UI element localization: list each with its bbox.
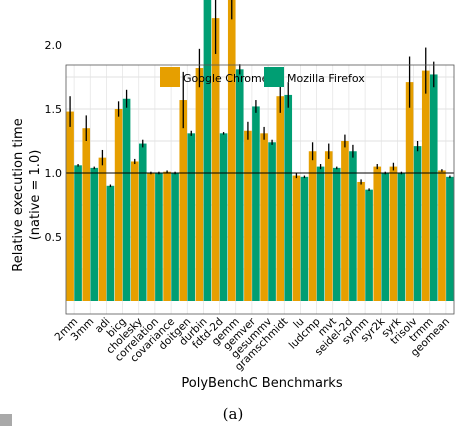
- bar-chrome-gesummv: [260, 133, 268, 301]
- bar-chrome-adi: [98, 157, 107, 301]
- bar-firefox-cholesky: [138, 143, 147, 301]
- bar-chrome-trisolv: [405, 82, 414, 302]
- bar-chrome-doitgen: [179, 100, 188, 301]
- bar-firefox-gramschmidt: [284, 94, 293, 301]
- figure-caption: (a): [222, 405, 244, 423]
- bar-firefox-correlation: [155, 173, 163, 301]
- bar-firefox-syr2k: [381, 173, 390, 301]
- bar-chrome-trmm: [421, 70, 430, 301]
- bar-firefox-trmm: [429, 74, 438, 301]
- bar-firefox-gesummv: [268, 142, 276, 301]
- y-tick-label: 1.0: [45, 167, 63, 180]
- y-axis-title: Relative execution time (native = 1.0): [11, 118, 43, 271]
- bar-firefox-mvt: [332, 167, 341, 301]
- bar-chrome-cholesky: [130, 161, 139, 301]
- x-tick-labels: 2mm3mmadibicgcholeskycorrelationcovarian…: [53, 315, 453, 373]
- y-tick-label: 1.5: [45, 103, 63, 116]
- bar-firefox-symm: [365, 189, 373, 301]
- bar-chrome-gemm: [227, 0, 236, 301]
- y-tick-label: 2.0: [45, 39, 63, 52]
- bar-chrome-syr2k: [373, 166, 382, 301]
- legend-label-firefox: Mozilla Firefox: [287, 72, 365, 85]
- bar-firefox-syrk: [397, 173, 406, 301]
- bar-firefox-ludcmp: [316, 166, 325, 301]
- y-tick-label: 0.5: [45, 231, 63, 244]
- bar-firefox-gemm: [235, 69, 244, 301]
- y-axis-label-line1: Relative execution time: [11, 118, 26, 271]
- bar-firefox-geomean: [446, 176, 454, 301]
- legend-label-chrome: Google Chrome: [183, 72, 269, 85]
- bar-firefox-fdtd-2d: [219, 133, 228, 301]
- bar-firefox-gemver: [252, 106, 260, 301]
- corner-marker: [0, 414, 12, 426]
- x-axis-label: PolyBenchC Benchmarks: [181, 376, 342, 391]
- bar-chrome-2mm: [66, 111, 74, 301]
- legend-swatch-firefox: [264, 67, 284, 87]
- plot-frame: [65, 64, 455, 315]
- gridlines: [66, 65, 454, 314]
- bar-chrome-bicg: [114, 109, 123, 301]
- bar-chrome-3mm: [82, 128, 91, 301]
- legend-swatch-chrome: [160, 67, 180, 87]
- bar-firefox-3mm: [90, 167, 99, 301]
- y-tick-labels: 0.51.01.52.02.53.03.5: [45, 39, 63, 244]
- bar-chrome-syrk: [389, 166, 398, 301]
- bar-firefox-bicg: [122, 98, 131, 301]
- bar-chrome-durbin: [195, 68, 204, 301]
- bar-chart: 0.51.01.52.02.53.03.5 2mm3mmadibicgchole…: [11, 0, 455, 391]
- bar-firefox-covariance: [171, 173, 179, 301]
- bar-firefox-adi: [106, 185, 115, 301]
- bar-firefox-doitgen: [187, 133, 196, 301]
- bar-chrome-geomean: [438, 170, 446, 301]
- bar-chrome-symm: [357, 181, 365, 301]
- bar-firefox-trisolv: [413, 146, 422, 301]
- bar-firefox-seidel-2d: [349, 151, 357, 301]
- bar-chrome-fdtd-2d: [211, 18, 220, 302]
- bar-firefox-lu: [300, 176, 309, 301]
- bar-chrome-covariance: [163, 171, 171, 301]
- y-axis-label-line2: (native = 1.0): [28, 150, 43, 241]
- bar-chrome-gramschmidt: [276, 96, 285, 301]
- legend: Google Chrome Mozilla Firefox: [160, 67, 365, 87]
- bar-chrome-seidel-2d: [341, 141, 349, 301]
- bar-chrome-mvt: [324, 151, 333, 301]
- bar-firefox-durbin: [203, 0, 212, 302]
- bar-chrome-ludcmp: [308, 151, 317, 301]
- bar-firefox-2mm: [74, 165, 82, 301]
- bar-chrome-lu: [292, 175, 301, 301]
- bar-chrome-correlation: [147, 173, 155, 301]
- bars: [66, 0, 454, 302]
- bar-chrome-gemver: [244, 130, 252, 301]
